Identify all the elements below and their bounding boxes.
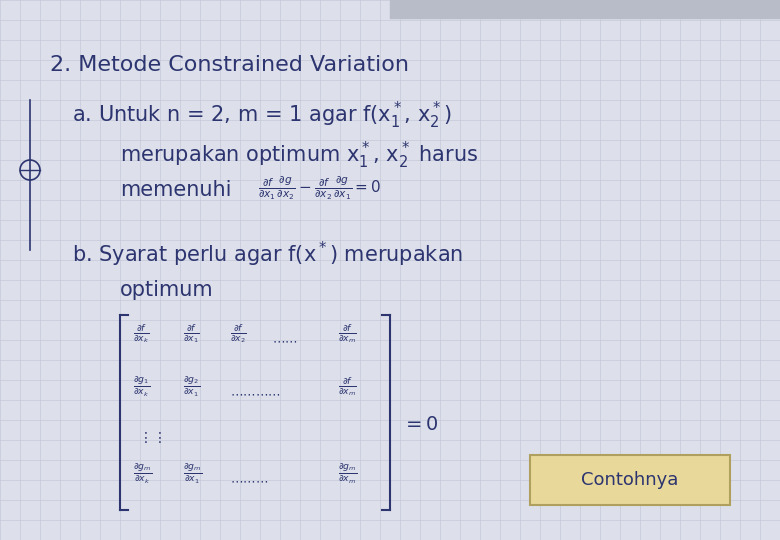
Text: $\frac{\partial g_1}{\partial x_k}$: $\frac{\partial g_1}{\partial x_k}$	[133, 375, 150, 399]
Text: $\frac{\partial f}{\partial x_1}\frac{\partial g}{\partial x_2} - \frac{\partial: $\frac{\partial f}{\partial x_1}\frac{\p…	[258, 175, 381, 202]
Text: $\frac{\partial g_m}{\partial x_m}$: $\frac{\partial g_m}{\partial x_m}$	[338, 462, 357, 487]
Text: $\frac{\partial g_m}{\partial x_k}$: $\frac{\partial g_m}{\partial x_k}$	[133, 462, 152, 487]
Text: $\cdots\cdots$: $\cdots\cdots$	[272, 334, 298, 347]
Text: $\cdots\cdots\cdots$: $\cdots\cdots\cdots$	[230, 474, 268, 487]
Text: Contohnya: Contohnya	[581, 471, 679, 489]
FancyBboxPatch shape	[530, 455, 730, 505]
Text: optimum: optimum	[120, 280, 214, 300]
Text: merupakan optimum x$_1^*$, x$_2^*$ harus: merupakan optimum x$_1^*$, x$_2^*$ harus	[120, 140, 478, 171]
Text: $\frac{\partial f}{\partial x_1}$: $\frac{\partial f}{\partial x_1}$	[183, 322, 200, 345]
Text: $\frac{\partial f}{\partial x_k}$: $\frac{\partial f}{\partial x_k}$	[133, 322, 149, 345]
Text: $\vdots$: $\vdots$	[138, 430, 147, 445]
Text: $\frac{\partial g_m}{\partial x_1}$: $\frac{\partial g_m}{\partial x_1}$	[183, 462, 202, 487]
Text: memenuhi: memenuhi	[120, 180, 232, 200]
Text: a. Untuk n = 2, m = 1 agar f(x$_1^*$, x$_2^*$): a. Untuk n = 2, m = 1 agar f(x$_1^*$, x$…	[72, 100, 452, 131]
Text: $\cdots\cdots\cdots\cdots$: $\cdots\cdots\cdots\cdots$	[230, 387, 281, 400]
Text: $\frac{\partial f}{\partial x_m}$: $\frac{\partial f}{\partial x_m}$	[338, 375, 357, 398]
Text: $= 0$: $= 0$	[402, 415, 439, 434]
Text: $\frac{\partial f}{\partial x_m}$: $\frac{\partial f}{\partial x_m}$	[338, 322, 357, 345]
Text: $\frac{\partial f}{\partial x_2}$: $\frac{\partial f}{\partial x_2}$	[230, 322, 246, 345]
Text: 2. Metode Constrained Variation: 2. Metode Constrained Variation	[50, 55, 409, 75]
Text: b. Syarat perlu agar f(x$^*$) merupakan: b. Syarat perlu agar f(x$^*$) merupakan	[72, 240, 463, 269]
Text: $\frac{\partial g_2}{\partial x_1}$: $\frac{\partial g_2}{\partial x_1}$	[183, 375, 200, 399]
Text: $\vdots$: $\vdots$	[152, 430, 161, 445]
